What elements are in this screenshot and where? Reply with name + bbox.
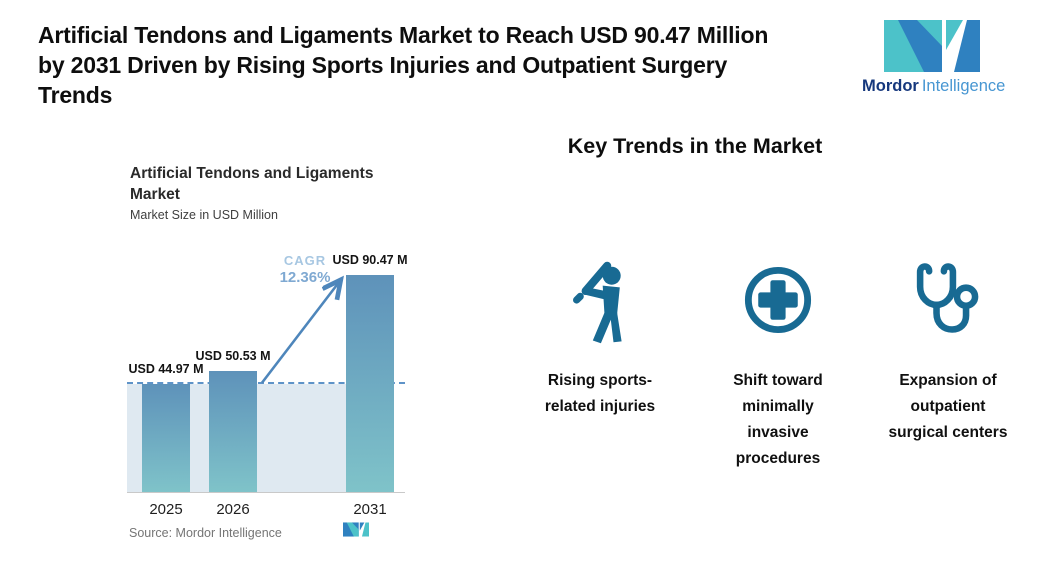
cagr-value: 12.36%: [279, 269, 331, 286]
trend-item-sports-injuries: Rising sports-related injuries: [510, 250, 690, 420]
bar-value-label: USD 90.47 M: [332, 252, 408, 267]
mordor-logo-mark-small-icon: [343, 522, 369, 537]
trend-item-minimally-invasive: Shift toward minimally invasive procedur…: [688, 250, 868, 472]
cagr-label: CAGR: [283, 253, 327, 268]
bar-2031: [346, 274, 394, 492]
trend-label: Shift toward minimally invasive procedur…: [733, 372, 823, 467]
x-axis-label: 2025: [149, 501, 183, 518]
brand-name-light: Intelligence: [921, 77, 1006, 95]
market-chart-panel: Artificial Tendons and Ligaments Market …: [127, 158, 427, 558]
bar-chart-plot: CAGR 12.36% USD 44.97 M 2025 USD 50.53 M 20…: [127, 158, 427, 558]
page-title: Artificial Tendons and Ligaments Market …: [38, 20, 888, 110]
cagr-callout: CAGR 12.36%: [268, 253, 342, 286]
x-axis-line: [127, 492, 405, 493]
chart-title: Artificial Tendons and Ligaments Market: [130, 165, 374, 203]
page-title-line: Artificial Tendons and Ligaments Market …: [38, 22, 769, 48]
bar-2026: [209, 370, 257, 492]
stethoscope-icon: [916, 263, 979, 333]
brand-wordmark: Mordor Intelligence: [862, 77, 1006, 96]
bar-2025: [142, 384, 190, 492]
trend-label: Expansion of outpatient surgical centers: [888, 372, 1008, 441]
brand-name-bold: Mordor: [862, 77, 919, 95]
key-trends-heading: Key Trends in the Market: [567, 134, 823, 158]
trend-item-outpatient-centers: Expansion of outpatient surgical centers: [858, 250, 1038, 446]
page-title-line: by 2031 Driven by Rising Sports Injuries…: [38, 52, 728, 78]
page-title-line: Trends: [38, 82, 113, 108]
chart-subtitle: Market Size in USD Million: [130, 208, 278, 222]
mordor-logo-mark-icon: [884, 20, 980, 72]
bar-value-label: USD 50.53 M: [195, 348, 271, 363]
trend-label: Rising sports-related injuries: [544, 372, 656, 415]
bar-value-label: USD 44.97 M: [128, 362, 204, 377]
baseball-batter-icon: [573, 261, 622, 344]
x-axis-label: 2031: [353, 501, 387, 518]
source-note: Source: Mordor Intelligence: [129, 526, 282, 540]
x-axis-label: 2026: [216, 501, 250, 518]
medical-cross-icon: [744, 266, 812, 334]
mordor-logo: Mordor Intelligence: [862, 20, 1006, 96]
